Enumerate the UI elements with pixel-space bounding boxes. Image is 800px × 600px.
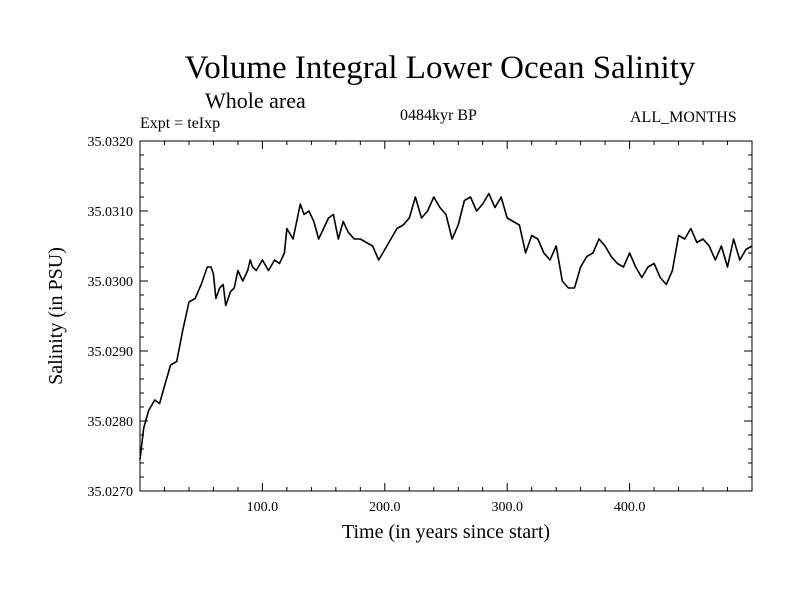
x-tick-label: 200.0 xyxy=(369,500,401,515)
salinity-series-line xyxy=(139,192,753,460)
y-tick-labels: 35.0270 35.0280 35.0290 35.0300 35.0310 35.03… xyxy=(88,135,134,500)
months-label: ALL_MONTHS xyxy=(630,109,737,126)
y-tick-label: 35.0280 xyxy=(88,415,134,430)
x-tick-label: 400.0 xyxy=(614,500,646,515)
chart-title: Volume Integral Lower Ocean Salinity xyxy=(184,50,696,86)
y-tick-label: 35.0300 xyxy=(88,275,134,290)
y-tick-label: 35.0320 xyxy=(88,135,134,150)
y-tick-label: 35.0310 xyxy=(88,205,134,220)
plot-frame xyxy=(139,140,753,492)
x-tick-label: 100.0 xyxy=(247,500,279,515)
x-tick-labels: 100.0 200.0 300.0 400.0 xyxy=(247,500,646,515)
axis-ticks xyxy=(140,140,752,492)
y-axis-label: Salinity (in PSU) xyxy=(45,247,67,385)
y-tick-label: 35.0290 xyxy=(88,345,134,360)
x-axis-label: Time (in years since start) xyxy=(342,521,550,543)
x-tick-label: 300.0 xyxy=(491,500,523,515)
y-tick-label: 35.0270 xyxy=(88,485,134,500)
period-label: 0484kyr BP xyxy=(400,107,477,124)
experiment-label: Expt = teIxp xyxy=(140,115,221,132)
chart-subtitle: Whole area xyxy=(205,88,306,113)
